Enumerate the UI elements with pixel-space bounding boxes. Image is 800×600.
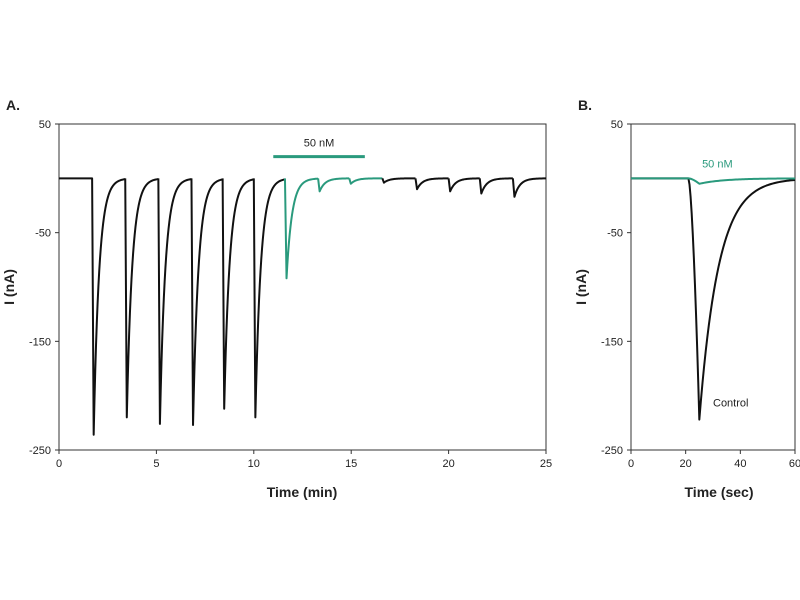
- treatment-bar-label: 50 nM: [304, 138, 335, 150]
- trace-control: [631, 177, 796, 421]
- panel-b-x-tick-label: 0: [628, 458, 634, 470]
- panel-b-y-tick-label: -150: [601, 336, 623, 348]
- trace-pulse-5: [221, 178, 255, 410]
- panel-b: B. 0 20 40 60 50 -50 -150 -250 50 nM Control Tim…: [573, 97, 800, 500]
- panel-b-y-tick-label: 50: [611, 119, 623, 131]
- trace-pulse-2: [124, 178, 159, 419]
- panel-a: A. 0 5 10 15 20 25 50 -50 -150 -250 50 nM Time (m…: [1, 97, 552, 500]
- trace-pulse-1: [59, 177, 126, 436]
- panel-b-annotations: 50 nM Control: [702, 158, 748, 409]
- panel-b-traces: [631, 177, 796, 421]
- trace-pulse-14: [511, 177, 547, 198]
- panel-a-ticks: 0 5 10 15 20 25 50 -50 -150 -250: [29, 119, 552, 470]
- panel-b-x-tick-label: 60: [789, 458, 800, 470]
- panel-a-label: A.: [6, 97, 20, 113]
- panel-b-x-axis-label: Time (sec): [685, 484, 754, 500]
- panel-a-y-tick-label: -250: [29, 445, 51, 457]
- panel-a-y-tick-label: -150: [29, 336, 51, 348]
- panel-b-y-axis-label: I (nA): [573, 269, 589, 305]
- trace-pulse-3: [157, 178, 192, 425]
- trace-pulse-13: [478, 177, 514, 195]
- panel-a-y-tick-label: -50: [35, 228, 51, 240]
- trace-pulse-4: [190, 178, 223, 427]
- panel-b-x-tick-label: 40: [734, 458, 746, 470]
- panel-b-y-tick-label: -250: [601, 445, 623, 457]
- panel-b-y-tick-label: -50: [607, 228, 623, 240]
- panel-a-x-tick-label: 0: [56, 458, 62, 470]
- trace-pulse-7: [283, 177, 319, 280]
- panel-a-x-tick-label: 15: [345, 458, 357, 470]
- trace-50-nm: [631, 177, 796, 185]
- treatment-bar: 50 nM: [273, 138, 365, 159]
- panel-a-y-tick-label: 50: [39, 119, 51, 131]
- panel-a-x-tick-label: 20: [442, 458, 454, 470]
- panel-a-traces: [59, 177, 547, 436]
- trace-pulse-10: [381, 177, 416, 184]
- trace-pulse-9: [348, 177, 383, 185]
- trace-pulse-8: [317, 177, 350, 193]
- panel-b-x-tick-label: 20: [680, 458, 692, 470]
- panel-a-x-axis-label: Time (min): [267, 484, 338, 500]
- panel-b-plot-frame: [630, 123, 796, 451]
- panel-b-ticks: 0 20 40 60 50 -50 -150 -250: [601, 119, 800, 470]
- panel-b-label: B.: [578, 97, 592, 113]
- trace-pulse-12: [447, 177, 481, 193]
- trace-pulse-6: [252, 178, 286, 419]
- panel-a-x-tick-label: 10: [248, 458, 260, 470]
- panel-a-plot-frame: [58, 123, 547, 451]
- panel-a-y-axis-label: I (nA): [1, 269, 17, 305]
- panel-a-x-tick-label: 25: [540, 458, 552, 470]
- annotation-control: Control: [713, 398, 748, 410]
- trace-pulse-11: [414, 177, 449, 191]
- annotation-50-nm: 50 nM: [702, 158, 733, 170]
- panel-a-x-tick-label: 5: [153, 458, 159, 470]
